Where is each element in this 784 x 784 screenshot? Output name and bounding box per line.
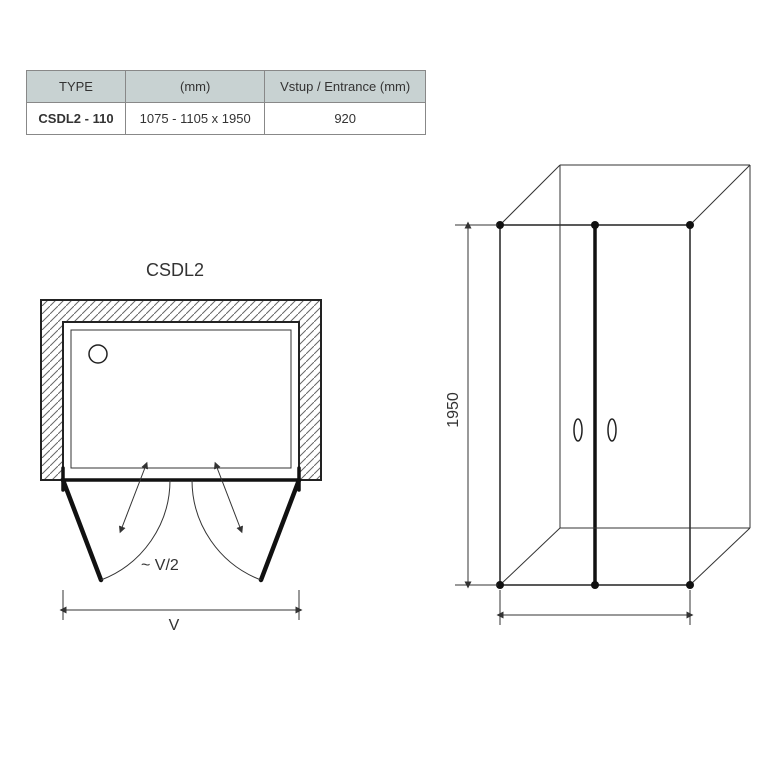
table-row: CSDL2 - 110 1075 - 1105 x 1950 920 [27,103,426,135]
plan-svg: ~ V/2 V [26,290,336,650]
height-value: 1950 [445,392,462,428]
iso-svg: 1950 [400,130,770,690]
col-entrance: Vstup / Entrance (mm) [265,71,426,103]
spec-table: TYPE (mm) Vstup / Entrance (mm) CSDL2 - … [26,70,426,135]
iso-diagram: 1950 [400,130,770,690]
width-label: V [169,617,180,634]
plan-diagram: CSDL2 [26,260,336,660]
col-type: TYPE [27,71,126,103]
cell-dims: 1075 - 1105 x 1950 [126,103,265,135]
cell-type: CSDL2 - 110 [27,103,126,135]
col-dims: (mm) [126,71,265,103]
plan-title: CSDL2 [146,260,204,281]
half-width-label: ~ V/2 [141,557,179,574]
